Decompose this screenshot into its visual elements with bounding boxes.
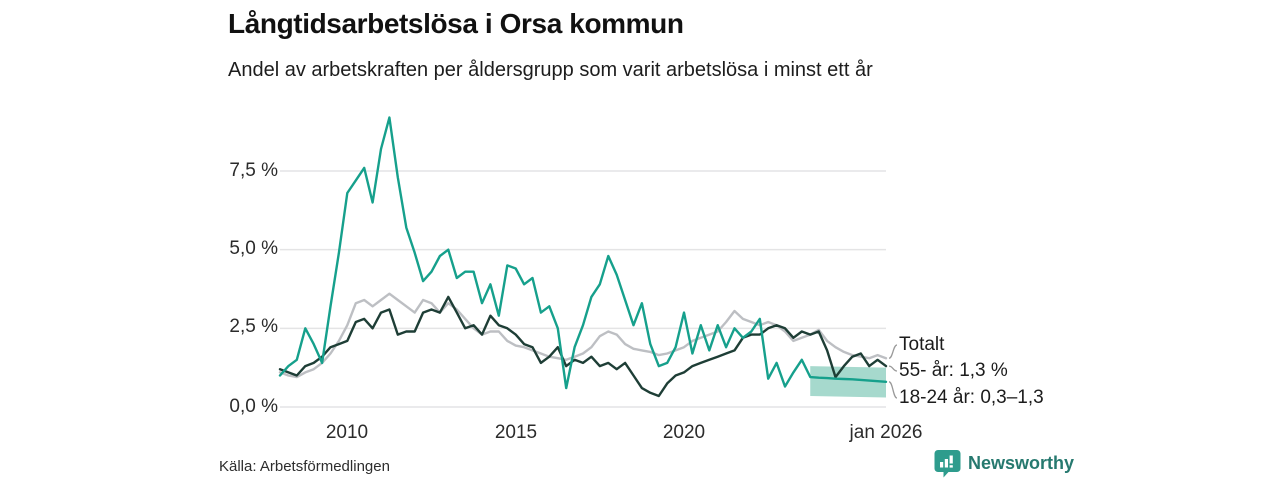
leader-line <box>888 381 898 399</box>
forecast-band <box>810 366 886 398</box>
newsworthy-chart-bubble-icon <box>934 450 961 478</box>
series-line-18-24-r <box>278 116 888 390</box>
source-note: Källa: Arbetsförmedlingen <box>219 458 390 475</box>
y-tick-label: 7,5 % <box>229 160 278 181</box>
series-line-totalt <box>278 292 888 379</box>
y-tick-label: 2,5 % <box>229 316 278 337</box>
page-subtitle: Andel av arbetskraften per åldersgrupp s… <box>228 59 873 81</box>
x-tick-label: 2020 <box>662 422 706 443</box>
leader-line <box>888 365 898 372</box>
page-title: Långtidsarbetslösa i Orsa kommun <box>228 8 684 39</box>
x-tick-label: jan 2026 <box>849 422 923 443</box>
x-tick-label: 2015 <box>494 422 538 443</box>
series-label-totalt: Totalt <box>899 334 945 355</box>
series-line-55-r <box>278 295 888 398</box>
x-tick-label: 2010 <box>325 422 369 443</box>
y-tick-label: 5,0 % <box>229 238 278 259</box>
series-label-55-ar: 55- år: 1,3 % <box>899 360 1008 381</box>
series-label-18-24-ar: 18-24 år: 0,3–1,3 <box>899 387 1044 408</box>
leader-line <box>888 344 898 359</box>
newsworthy-wordmark: Newsworthy <box>968 453 1075 473</box>
y-tick-label: 0,0 % <box>229 396 278 417</box>
newsworthy-branding: Newsworthy <box>934 449 1074 478</box>
